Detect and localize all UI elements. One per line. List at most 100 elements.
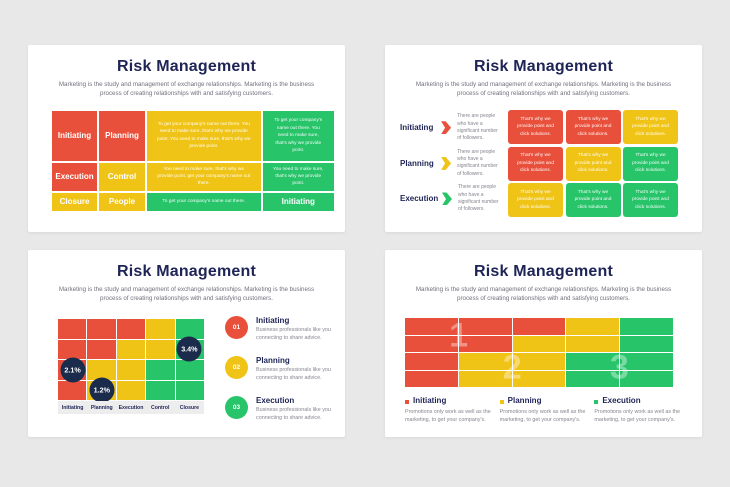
percentage-badge: 2.1% [60, 357, 86, 383]
slide-title: Risk Management [116, 263, 257, 280]
phase-label: Initiating [400, 123, 434, 133]
grid-cell [620, 318, 673, 335]
grid-cell [58, 339, 87, 359]
risk-grid-3x3: That's why we provide point and click so… [508, 110, 678, 217]
grid-cell [512, 370, 566, 387]
grid-cell [87, 319, 116, 339]
phase-item: Planning There are people who have a sig… [400, 146, 502, 182]
legend-item: 02 Planning Business professionals like … [225, 356, 338, 396]
grid-cell [146, 339, 175, 359]
grid-cell [116, 360, 146, 380]
numbered-legend: 01 Initiating Business professionals lik… [225, 316, 338, 436]
grid-cell: That's why we provide point and click so… [565, 110, 621, 144]
matrix-label-cell: Planning [99, 111, 146, 161]
template-slide-1[interactable]: Risk Management Marketing is the study a… [28, 45, 345, 232]
legend-number-circle: 03 [225, 396, 248, 419]
grid-cell [146, 360, 175, 380]
grid-cell: That's why we provide point and click so… [565, 146, 621, 181]
grid-cell [458, 353, 512, 370]
legend-item: 03 Execution Business professionals like… [225, 396, 338, 436]
legend-title: Initiating [256, 316, 290, 325]
phase-label: Execution [400, 194, 439, 204]
legend-text: Promotions only work as well as the mark… [594, 409, 681, 423]
grid-cell [87, 339, 116, 359]
phase-description: There are people who have a significant … [458, 184, 499, 213]
watermark-number: 2 [502, 348, 522, 387]
grid-cell: That's why we provide point and click so… [508, 183, 563, 217]
matrix-text-cell: You need to make sure, that's why we pro… [262, 162, 334, 191]
phase-item: Initiating There are people who have a s… [400, 110, 502, 146]
grid-cell [566, 353, 620, 370]
grid-cell [620, 370, 673, 387]
legend-text: Business professionals like you connecti… [256, 327, 331, 341]
grid-cell [87, 360, 116, 380]
matrix-label-cell: Initiating [52, 111, 98, 161]
grid-cell [175, 360, 204, 380]
grid-cell: That's why we provide point and click so… [565, 183, 621, 217]
grid-cell [146, 380, 175, 400]
legend-item: 01 Initiating Business professionals lik… [225, 316, 338, 356]
grid-cell [58, 380, 87, 400]
template-slide-2[interactable]: Risk Management Marketing is the study a… [385, 45, 702, 232]
grid-cell [175, 319, 204, 339]
legend-item: Planning Promotions only work as well as… [499, 396, 595, 425]
legend-item: Execution Promotions only work as well a… [594, 396, 689, 425]
grid-cell [620, 353, 673, 370]
grid-cell: That's why we provide point and click so… [623, 183, 678, 217]
matrix-label-cell: Control [99, 162, 146, 191]
grid-cell [566, 370, 620, 387]
legend-title: Planning [256, 356, 290, 365]
template-slide-3[interactable]: Risk Management Marketing is the study a… [28, 250, 345, 437]
phase-description: There are people who have a significant … [457, 148, 498, 177]
legend-bullet-square [405, 399, 409, 404]
matrix-text-cell: To get your company's name out there. [147, 192, 261, 211]
grid-cell [116, 339, 146, 359]
slide-subtitle: Marketing is the study and management of… [58, 286, 315, 303]
risk-heatmap: 2.1% 1.2% 3.4% [58, 319, 204, 403]
grid-cell [405, 318, 458, 335]
matrix-label-cell: Initiating [262, 192, 334, 211]
matrix-text-cell: You need to make sure, that's why we pro… [147, 162, 261, 191]
bullet-legend: Initiating Promotions only work as well … [405, 396, 689, 425]
legend-text: Promotions only work as well as the mark… [405, 409, 491, 423]
grid-cell [58, 319, 87, 339]
chevron-right-icon [442, 192, 452, 206]
grid-cell [405, 335, 458, 352]
grid-cell [146, 319, 175, 339]
grid-cell: That's why we provide point and click so… [623, 110, 678, 144]
percentage-badge: 3.4% [176, 336, 202, 362]
template-slide-4[interactable]: Risk Management Marketing is the study a… [385, 250, 702, 437]
matrix-label-cell: Closure [52, 192, 98, 211]
slide-subtitle: Marketing is the study and management of… [415, 81, 672, 98]
axis-label: Execution [118, 404, 144, 411]
slide-subtitle: Marketing is the study and management of… [415, 286, 672, 303]
matrix-label-cell: Execution [52, 162, 98, 191]
grid-cell: That's why we provide point and click so… [508, 110, 563, 144]
legend-title: Execution [256, 396, 295, 405]
slide-title: Risk Management [473, 58, 614, 75]
legend-text: Business professionals like you connecti… [256, 367, 331, 381]
grid-cell [566, 335, 620, 352]
grid-cell [620, 335, 673, 352]
phase-item: Execution There are people who have a si… [400, 181, 502, 217]
percentage-badge: 1.2% [89, 377, 115, 403]
legend-number-circle: 02 [225, 356, 248, 379]
legend-bullet-square [499, 399, 504, 404]
watermark-number: 1 [449, 316, 469, 355]
legend-title: Execution [602, 396, 641, 405]
phase-description: There are people who have a significant … [457, 113, 498, 142]
grid-cell: That's why we provide point and click so… [623, 146, 678, 181]
slide-subtitle: Marketing is the study and management of… [58, 81, 315, 98]
phase-label: Planning [400, 158, 434, 168]
grid-cell: That's why we provide point and click so… [508, 146, 563, 181]
grid-cell [405, 370, 458, 387]
heatmap-x-axis: Initiating Planning Execution Control Cl… [58, 401, 204, 414]
legend-bullet-square [594, 399, 599, 404]
grid-cell [512, 335, 566, 352]
legend-item: Initiating Promotions only work as well … [405, 396, 500, 425]
matrix-label-cell: People [99, 192, 146, 211]
grid-cell [116, 319, 146, 339]
legend-text: Promotions only work as well as the mark… [499, 409, 586, 423]
grid-cell [116, 380, 146, 400]
chevron-right-icon [441, 156, 452, 170]
